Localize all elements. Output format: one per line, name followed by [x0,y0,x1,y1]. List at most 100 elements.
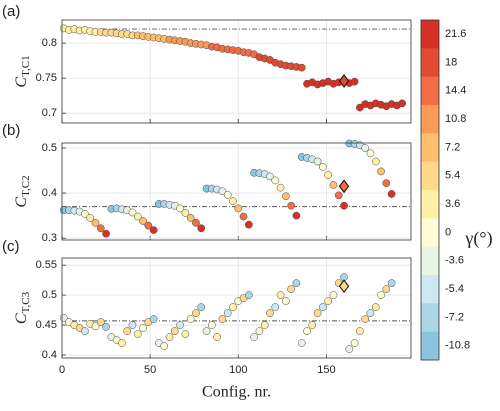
colorbar-tick-label: 3.6 [445,198,460,210]
y-label-sub: T,C1 [20,55,32,77]
data-point [170,327,179,335]
data-point [123,327,132,335]
data-point [192,219,200,227]
y-label-main: C [13,197,30,208]
colorbar-band [421,190,439,219]
data-point [144,221,153,230]
data-point [133,212,142,221]
y-tick-label: 0.5 [42,142,57,154]
y-tick-label: 0.45 [36,319,57,331]
data-point [340,201,348,210]
data-point [313,157,322,166]
data-point [329,291,338,299]
data-point [271,176,280,185]
data-point [282,192,290,201]
data-point [250,333,258,341]
data-point [350,77,359,86]
data-point [223,191,232,199]
data-point [334,191,343,200]
data-point [229,303,237,311]
data-point [186,315,195,323]
colorbar-frame [420,19,440,361]
data-point [197,303,206,311]
colorbar-band [421,76,439,106]
data-point [202,327,211,335]
y-label-main: C [13,77,30,88]
colorbar-tick-label: 14.4 [445,85,466,97]
data-point [192,309,200,317]
y-label-sub: T,C2 [20,175,32,197]
y-tick-label: 0.5 [42,289,57,301]
data-point [149,226,158,234]
data-point [308,321,317,329]
data-point [139,217,147,225]
x-tick-label: 0 [59,364,65,376]
highlight-marker [338,279,350,294]
colorbar-tick-label: 21.6 [445,28,466,40]
data-point [297,63,306,72]
data-point [377,291,385,299]
data-point [382,285,391,293]
data-point [303,327,311,335]
plot-area [62,143,411,240]
data-point [91,322,100,331]
colorbar-tick-label: -10.8 [445,340,470,352]
data-point [282,297,290,305]
data-point [260,321,269,329]
data-point [186,214,195,222]
colorbar-tick-label: 5.4 [445,170,460,182]
data-point [229,197,237,206]
data-point [371,157,380,166]
axes-frame [61,19,412,124]
highlight-marker [338,74,350,88]
colorbar-band [421,161,439,191]
colorbar-tick-label: 10.8 [445,113,466,125]
data-point [239,212,248,221]
data-point [366,309,375,317]
data-point [266,309,274,317]
data-point [276,291,285,299]
data-point [292,211,301,220]
data-point [181,330,190,338]
data-point [361,144,370,152]
highlight-marker [338,179,350,194]
data-point [276,183,285,192]
data-point [218,187,227,196]
data-point [287,201,295,210]
colorbar-band [421,48,439,77]
data-point [149,315,158,323]
data-point [266,172,274,181]
data-point [371,303,380,311]
data-point [329,181,338,189]
data-point [387,190,396,198]
data-point [91,219,100,227]
colorbar-tick-label: -5.4 [445,283,464,295]
data-point [382,179,391,188]
data-point [81,209,89,218]
y-tick-label: 0.4 [42,187,57,199]
x-tick-label: 150 [317,364,335,376]
y-tick-label: 0.3 [42,232,57,244]
colorbar-band [421,246,439,276]
data-point [319,303,327,311]
data-point [160,342,169,350]
x-tick-label: 100 [229,364,247,376]
axes-frame [61,142,412,241]
x-axis-label: Config. nr. [202,384,271,401]
data-point [398,99,407,108]
data-point [218,315,227,323]
y-axis-label: CT,C3 [13,291,32,324]
data-point [139,324,147,332]
colorbar-band [421,20,439,49]
colorbar-tick-label: 0 [445,226,451,238]
data-point [102,323,110,331]
data-point [118,339,126,347]
data-point [350,339,359,347]
data-point [324,297,333,305]
colorbar-label: γ(°) [464,228,492,249]
data-point [128,208,137,217]
data-point [234,204,243,213]
data-point [176,321,184,329]
data-point [297,339,306,347]
colorbar-tick-label: 18 [445,56,457,68]
